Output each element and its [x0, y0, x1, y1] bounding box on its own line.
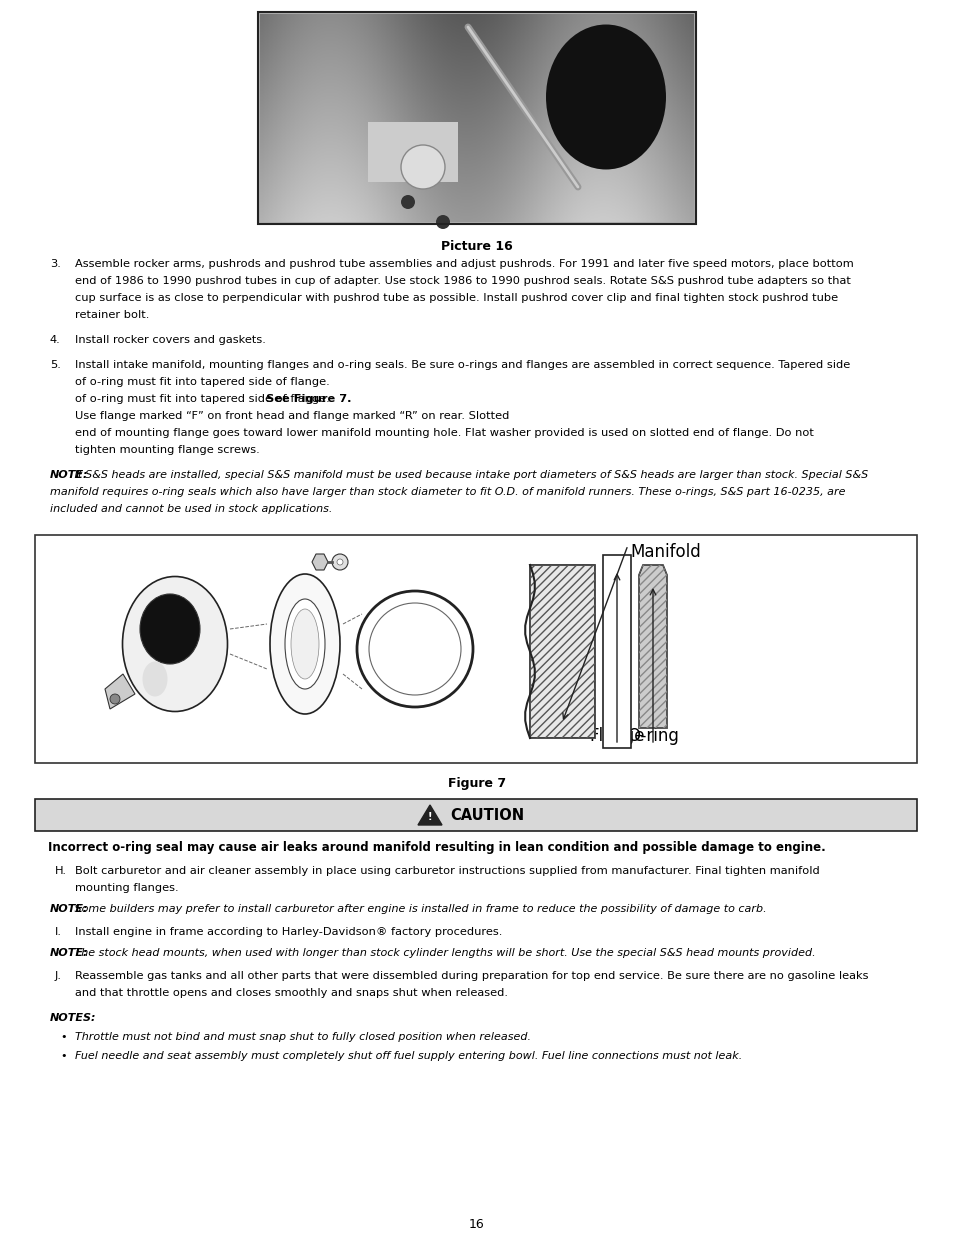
Circle shape	[369, 603, 460, 695]
Text: tighten mounting flange screws.: tighten mounting flange screws.	[75, 445, 259, 454]
Bar	[530, 564, 595, 739]
Text: 5.: 5.	[50, 359, 61, 370]
Text: The stock head mounts, when used with longer than stock cylinder lengths will be: The stock head mounts, when used with lo…	[71, 948, 815, 958]
Text: •: •	[60, 1051, 67, 1061]
Text: Bolt carburetor and air cleaner assembly in place using carburetor instructions : Bolt carburetor and air cleaner assembly…	[75, 866, 819, 876]
Polygon shape	[312, 555, 328, 571]
Text: H.: H.	[55, 866, 67, 876]
Text: Reassemble gas tanks and all other parts that were dissembled during preparation: Reassemble gas tanks and all other parts…	[75, 971, 867, 981]
Ellipse shape	[142, 662, 168, 697]
Text: end of 1986 to 1990 pushrod tubes in cup of adapter. Use stock 1986 to 1990 push: end of 1986 to 1990 pushrod tubes in cup…	[75, 275, 850, 287]
Text: O-ring: O-ring	[626, 727, 679, 745]
Text: of o-ring must fit into tapered side of flange.: of o-ring must fit into tapered side of …	[75, 394, 333, 404]
Text: Incorrect o-ring seal may cause air leaks around manifold resulting in lean cond: Incorrect o-ring seal may cause air leak…	[48, 841, 825, 853]
Text: Install rocker covers and gaskets.: Install rocker covers and gaskets.	[75, 335, 266, 345]
Text: of o-ring must fit into tapered side of flange.: of o-ring must fit into tapered side of …	[75, 377, 330, 387]
Text: Picture 16: Picture 16	[440, 240, 513, 253]
Bar	[257, 12, 696, 224]
Text: Fuel needle and seat assembly must completely shut off fuel supply entering bowl: Fuel needle and seat assembly must compl…	[75, 1051, 741, 1061]
Text: Throttle must not bind and must snap shut to fully closed position when released: Throttle must not bind and must snap shu…	[75, 1032, 531, 1042]
Text: See Figure 7.: See Figure 7.	[266, 394, 351, 404]
Text: mounting flanges.: mounting flanges.	[75, 883, 178, 893]
Polygon shape	[639, 564, 666, 727]
Text: end of mounting flange goes toward lower manifold mounting hole. Flat washer pro: end of mounting flange goes toward lower…	[75, 429, 813, 438]
Text: and that throttle opens and closes smoothly and snaps shut when released.: and that throttle opens and closes smoot…	[75, 988, 507, 998]
Text: NOTE:: NOTE:	[50, 904, 89, 914]
Text: •: •	[60, 1032, 67, 1042]
Text: Figure 7: Figure 7	[448, 777, 505, 790]
Text: If S&S heads are installed, special S&S manifold must be used because intake por: If S&S heads are installed, special S&S …	[71, 471, 867, 480]
Bar	[257, 12, 696, 224]
Text: 16: 16	[469, 1218, 484, 1231]
Text: Use flange marked “F” on front head and flange marked “R” on rear. Slotted: Use flange marked “F” on front head and …	[75, 411, 509, 421]
Ellipse shape	[545, 25, 665, 169]
Text: Some builders may prefer to install carburetor after engine is installed in fram: Some builders may prefer to install carb…	[71, 904, 765, 914]
Text: 3.: 3.	[50, 259, 61, 269]
Circle shape	[436, 215, 450, 228]
Text: J.: J.	[55, 971, 62, 981]
Ellipse shape	[122, 577, 227, 711]
Text: Manifold: Manifold	[629, 543, 700, 561]
Text: manifold requires o-ring seals which also have larger than stock diameter to fit: manifold requires o-ring seals which als…	[50, 487, 844, 496]
Text: NOTE:: NOTE:	[50, 471, 89, 480]
Text: Flange: Flange	[589, 727, 644, 745]
Bar	[530, 564, 595, 739]
Ellipse shape	[140, 594, 200, 664]
Circle shape	[332, 555, 348, 571]
Text: NOTE:: NOTE:	[50, 948, 89, 958]
Bar	[35, 799, 916, 831]
Text: CAUTION: CAUTION	[450, 808, 523, 823]
Ellipse shape	[270, 574, 339, 714]
Bar	[35, 535, 916, 763]
Text: cup surface is as close to perpendicular with pushrod tube as possible. Install : cup surface is as close to perpendicular…	[75, 293, 838, 303]
Circle shape	[400, 195, 415, 209]
Text: Install engine in frame according to Harley-Davidson® factory procedures.: Install engine in frame according to Har…	[75, 927, 502, 937]
Text: Assemble rocker arms, pushrods and pushrod tube assemblies and adjust pushrods. : Assemble rocker arms, pushrods and pushr…	[75, 259, 853, 269]
Circle shape	[110, 694, 120, 704]
Bar	[368, 122, 457, 182]
Ellipse shape	[285, 599, 325, 689]
Ellipse shape	[291, 609, 318, 679]
Circle shape	[336, 559, 343, 564]
Text: retainer bolt.: retainer bolt.	[75, 310, 150, 320]
Circle shape	[400, 144, 444, 189]
Circle shape	[356, 592, 473, 706]
Text: NOTES:: NOTES:	[50, 1013, 96, 1023]
Polygon shape	[417, 805, 441, 825]
Text: Install intake manifold, mounting flanges and o-ring seals. Be sure o-rings and : Install intake manifold, mounting flange…	[75, 359, 849, 370]
Bar	[602, 555, 630, 748]
Text: 4.: 4.	[50, 335, 61, 345]
Text: !: !	[427, 811, 432, 823]
Text: I.: I.	[55, 927, 62, 937]
Text: included and cannot be used in stock applications.: included and cannot be used in stock app…	[50, 504, 332, 514]
Polygon shape	[105, 674, 135, 709]
